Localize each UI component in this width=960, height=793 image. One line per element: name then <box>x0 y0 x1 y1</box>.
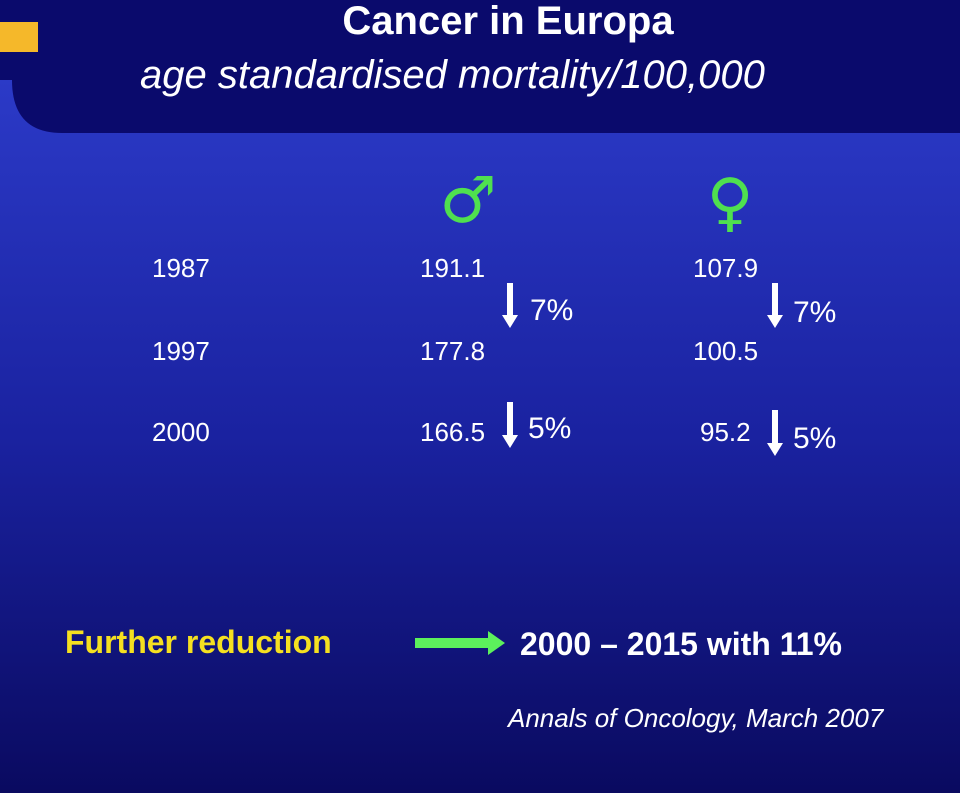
subtitle: age standardised mortality/100,000 <box>140 53 765 97</box>
title: Cancer in Europa <box>342 0 674 43</box>
male-value: 191.1 <box>420 253 485 283</box>
arrows <box>502 283 783 456</box>
female-value: 100.5 <box>693 336 758 366</box>
accent-square <box>0 22 38 52</box>
header-band <box>0 0 960 133</box>
year: 2000 <box>152 417 210 447</box>
change-label: 5% <box>793 422 836 455</box>
change-label: 5% <box>528 412 571 445</box>
source: Annals of Oncology, March 2007 <box>506 703 885 733</box>
down-arrow <box>767 410 783 456</box>
year: 1997 <box>152 336 210 366</box>
year: 1987 <box>152 253 210 283</box>
male-symbol: ♂ <box>439 164 496 238</box>
female-value: 107.9 <box>693 253 758 283</box>
change-label: 7% <box>530 294 573 327</box>
down-arrow <box>502 402 518 448</box>
down-arrow <box>767 283 783 328</box>
female-value: 95.2 <box>700 417 751 447</box>
female-symbol: ♀ <box>707 166 754 240</box>
footer-text: 2000 – 2015 with 11% <box>520 626 842 662</box>
male-value: 177.8 <box>420 336 485 366</box>
male-value: 166.5 <box>420 417 485 447</box>
change-label: 7% <box>793 296 836 329</box>
down-arrow <box>502 283 518 328</box>
footer-label: Further reduction <box>65 624 332 660</box>
right-arrow <box>415 631 505 655</box>
